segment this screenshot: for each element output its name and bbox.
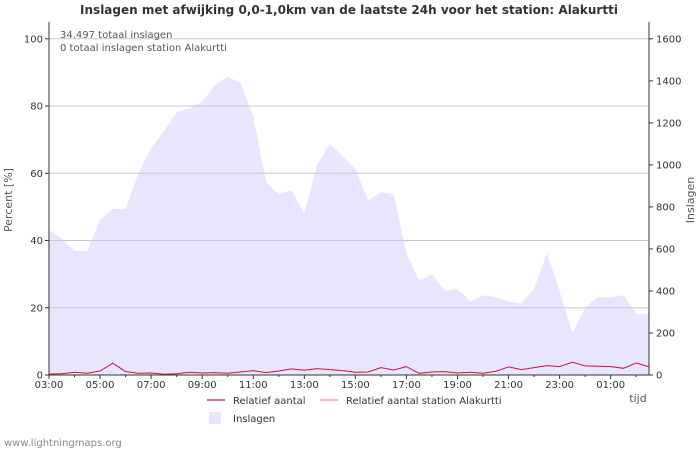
y-right-tick-label-0: 0 — [656, 371, 662, 382]
y-left-axis-label: Percent [%] — [2, 168, 15, 232]
y-left-tick-label-40: 40 — [30, 236, 43, 247]
y-left-tick-label-60: 60 — [30, 169, 43, 180]
legend-inslagen: Inslagen — [233, 414, 275, 425]
x-tick-label-2: 07:00 — [137, 380, 166, 391]
legend-relatief: Relatief aantal — [233, 396, 306, 407]
y-right-tick-label-800: 800 — [656, 202, 675, 213]
y-right-tick-label-1200: 1200 — [656, 118, 681, 129]
y-right-tick-label-1400: 1400 — [656, 76, 681, 87]
x-tick-label-8: 19:00 — [443, 380, 472, 391]
legend-station: Relatief aantal station Alakurtti — [346, 396, 502, 407]
series-line-1 — [48, 361, 650, 375]
legend-swatch-inslagen — [209, 412, 221, 424]
y-right-axis-label: Inslagen — [684, 177, 697, 223]
y-right-tick-label-1600: 1600 — [656, 34, 681, 45]
x-tick-label-0: 03:00 — [35, 380, 64, 391]
y-right-tick-label-600: 600 — [656, 244, 675, 255]
x-tick-label-10: 23:00 — [545, 380, 574, 391]
x-axis-label: tijd — [629, 392, 646, 405]
y-right-tick-label-200: 200 — [656, 328, 675, 339]
y-left-tick-label-100: 100 — [24, 34, 43, 45]
note-station-strikes: 0 totaal inslagen station Alakurtti — [60, 43, 227, 54]
x-tick-label-11: 01:00 — [596, 380, 625, 391]
y-left-tick-label-0: 0 — [37, 371, 43, 382]
note-total-strikes: 34.497 totaal inslagen — [60, 30, 172, 41]
x-tick-label-3: 09:00 — [188, 380, 217, 391]
x-tick-label-5: 13:00 — [290, 380, 319, 391]
series-inslagen-area — [49, 76, 649, 375]
x-tick-label-6: 15:00 — [341, 380, 370, 391]
x-tick-label-9: 21:00 — [494, 380, 523, 391]
x-tick-label-7: 17:00 — [392, 380, 421, 391]
credit-text: www.lightningmaps.org — [4, 438, 122, 449]
y-right-tick-label-1000: 1000 — [656, 160, 681, 171]
chart-title: Inslagen met afwijking 0,0-1,0km van de … — [80, 3, 618, 17]
y-left-tick-label-20: 20 — [30, 303, 43, 314]
y-right-tick-label-400: 400 — [656, 286, 675, 297]
y-left-tick-label-80: 80 — [30, 102, 43, 113]
x-tick-label-4: 11:00 — [239, 380, 268, 391]
x-tick-label-1: 05:00 — [86, 380, 115, 391]
